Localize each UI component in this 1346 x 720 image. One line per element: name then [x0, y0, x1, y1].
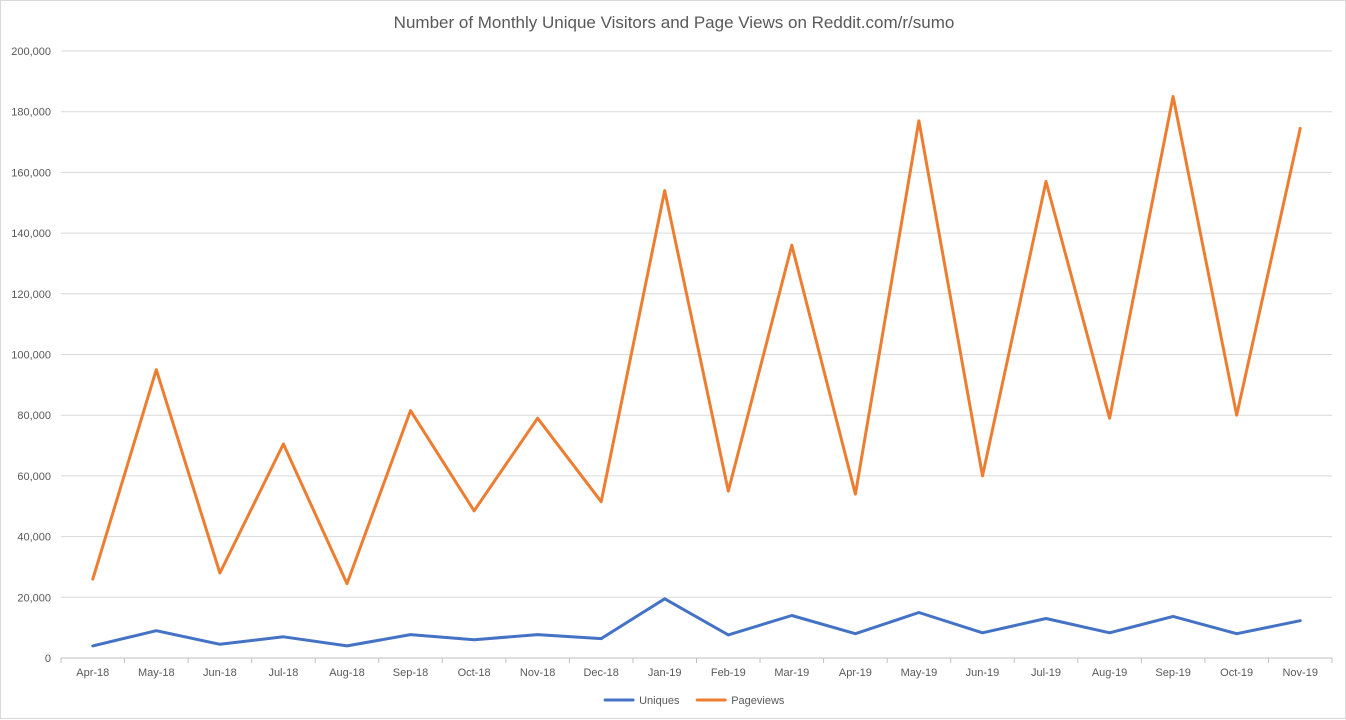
y-tick-label: 200,000	[11, 46, 51, 58]
series-line-pageviews	[91, 95, 1302, 586]
x-tick-label: Nov-19	[1282, 667, 1317, 679]
y-tick-label: 180,000	[11, 107, 51, 119]
x-tick-label: May-18	[138, 667, 175, 679]
y-tick-label: 40,000	[17, 532, 51, 544]
x-tick-label: Dec-18	[583, 667, 618, 679]
y-tick-label: 20,000	[17, 592, 51, 604]
x-tick-label: Jan-19	[648, 667, 682, 679]
series-line-uniques	[91, 597, 1302, 648]
x-tick-label: Sep-18	[393, 667, 428, 679]
x-tick-label: Nov-18	[520, 667, 555, 679]
y-tick-label: 140,000	[11, 228, 51, 240]
x-tick-label: Oct-18	[458, 667, 491, 679]
y-tick-label: 120,000	[11, 289, 51, 301]
x-tick-label: Jun-18	[203, 667, 237, 679]
x-tick-label: Jul-19	[1031, 667, 1061, 679]
x-tick-label: Aug-18	[329, 667, 364, 679]
chart-title: Number of Monthly Unique Visitors and Pa…	[393, 13, 955, 32]
y-tick-label: 160,000	[11, 167, 51, 179]
x-tick-label: Jun-19	[966, 667, 1000, 679]
x-tick-label: Mar-19	[774, 667, 809, 679]
x-tick-label: Aug-19	[1092, 667, 1127, 679]
y-tick-label: 80,000	[17, 410, 51, 422]
y-tick-label: 60,000	[17, 471, 51, 483]
x-tick-label: Feb-19	[711, 667, 746, 679]
x-tick-label: Jul-18	[268, 667, 298, 679]
x-tick-label: Apr-18	[76, 667, 109, 679]
x-tick-label: May-19	[901, 667, 938, 679]
legend-label: Pageviews	[731, 695, 785, 707]
x-tick-label: Apr-19	[839, 667, 872, 679]
y-tick-label: 100,000	[11, 350, 51, 362]
y-tick-label: 0	[45, 653, 51, 665]
x-tick-label: Oct-19	[1220, 667, 1253, 679]
legend-label: Uniques	[639, 695, 680, 707]
x-tick-label: Sep-19	[1155, 667, 1190, 679]
